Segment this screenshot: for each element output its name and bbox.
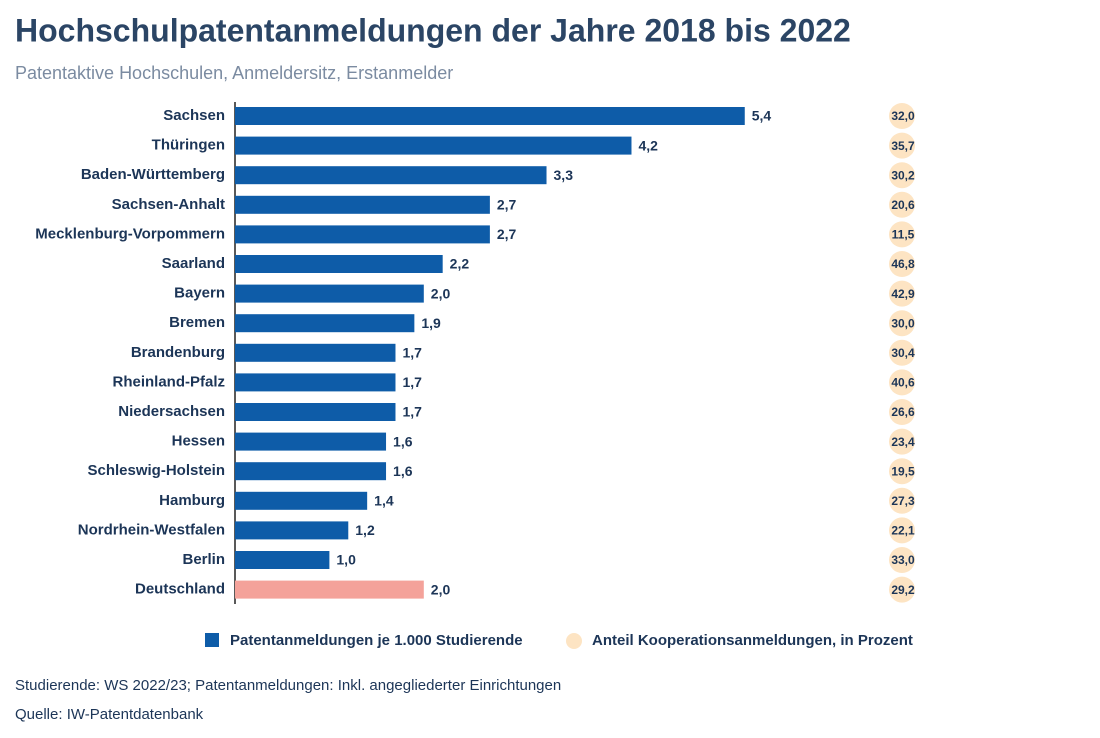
bar <box>235 225 490 244</box>
category-label: Deutschland <box>135 581 225 598</box>
bar <box>235 580 424 599</box>
bar <box>235 195 490 214</box>
share-label: 32,0 <box>891 109 915 123</box>
share-dot <box>889 428 915 455</box>
value-label: 1,2 <box>355 522 375 538</box>
share-label: 33,0 <box>891 553 915 567</box>
value-label: 1,9 <box>421 315 441 331</box>
value-label: 2,0 <box>431 581 451 597</box>
value-label: 1,7 <box>402 404 422 420</box>
share-dot <box>889 310 915 337</box>
bar <box>235 284 424 303</box>
share-label: 35,7 <box>891 139 915 153</box>
share-dot <box>889 280 915 307</box>
bar <box>235 107 745 125</box>
legend-swatch <box>205 633 219 647</box>
category-label: Sachsen-Anhalt <box>112 196 225 213</box>
value-label: 2,2 <box>450 256 470 272</box>
share-dot <box>889 191 915 218</box>
share-label: 20,6 <box>891 198 915 212</box>
bar <box>235 521 349 540</box>
bar <box>235 136 632 155</box>
share-dot <box>889 132 915 159</box>
value-label: 2,7 <box>497 226 517 242</box>
legend-label: Patentanmeldungen je 1.000 Studierende <box>230 632 523 649</box>
bar <box>235 551 330 569</box>
share-label: 30,2 <box>891 168 915 182</box>
share-label: 27,3 <box>891 494 915 508</box>
share-label: 30,4 <box>891 346 915 360</box>
share-dot <box>889 339 915 366</box>
bar <box>235 373 396 392</box>
category-label: Thüringen <box>152 137 225 154</box>
value-label: 3,3 <box>554 167 574 183</box>
value-label: 4,2 <box>638 137 658 153</box>
footnote: Studierende: WS 2022/23; Patentanmeldung… <box>15 677 561 694</box>
share-label: 29,2 <box>891 583 915 597</box>
share-dot <box>889 576 915 603</box>
bar <box>235 343 396 362</box>
share-dot <box>889 547 915 573</box>
bar <box>235 314 415 333</box>
share-dot <box>889 251 915 277</box>
category-label: Berlin <box>182 551 225 568</box>
share-dot <box>889 103 915 129</box>
bar <box>235 432 387 451</box>
share-label: 40,6 <box>891 376 915 390</box>
share-label: 46,8 <box>891 257 915 271</box>
legend-label: Anteil Kooperationsanmeldungen, in Proze… <box>592 632 913 649</box>
category-label: Rheinland-Pfalz <box>112 373 225 390</box>
bar <box>235 255 443 273</box>
category-label: Mecklenburg-Vorpommern <box>35 225 225 242</box>
category-label: Hessen <box>172 433 225 450</box>
share-label: 30,0 <box>891 316 915 330</box>
share-label: 19,5 <box>891 464 915 478</box>
value-label: 1,6 <box>393 433 413 449</box>
value-label: 1,4 <box>374 493 394 509</box>
bar <box>235 491 368 510</box>
share-label: 22,1 <box>891 524 915 538</box>
category-label: Saarland <box>162 255 225 272</box>
bar <box>235 166 547 185</box>
category-label: Bayern <box>174 285 225 302</box>
category-label: Nordrhein-Westfalen <box>78 521 225 538</box>
chart-subtitle: Patentaktive Hochschulen, Anmeldersitz, … <box>15 63 453 83</box>
share-dot <box>889 458 915 485</box>
share-dot <box>889 369 915 396</box>
value-label: 2,0 <box>431 285 451 301</box>
value-label: 1,6 <box>393 463 413 479</box>
chart-title: Hochschulpatentanmeldungen der Jahre 201… <box>15 12 851 48</box>
category-label: Niedersachsen <box>118 403 225 420</box>
source: Quelle: IW-Patentdatenbank <box>15 706 204 723</box>
category-label: Hamburg <box>159 492 225 509</box>
value-label: 5,4 <box>752 108 772 124</box>
share-dot <box>889 487 915 514</box>
category-label: Sachsen <box>163 107 225 124</box>
share-label: 26,6 <box>891 405 915 419</box>
value-label: 1,7 <box>402 374 422 390</box>
share-dot <box>889 399 915 425</box>
share-dot <box>889 517 915 544</box>
bar <box>235 462 387 481</box>
category-label: Brandenburg <box>131 344 225 361</box>
category-label: Schleswig-Holstein <box>87 462 225 479</box>
share-dot <box>889 221 915 248</box>
category-label: Bremen <box>169 314 225 331</box>
value-label: 1,7 <box>402 345 422 361</box>
share-label: 23,4 <box>891 435 915 449</box>
bar <box>235 403 396 421</box>
share-label: 42,9 <box>891 287 915 301</box>
value-label: 1,0 <box>336 552 356 568</box>
category-label: Baden-Württemberg <box>81 166 225 183</box>
legend-swatch <box>566 633 582 649</box>
value-label: 2,7 <box>497 197 517 213</box>
share-label: 11,5 <box>892 228 915 242</box>
share-dot <box>889 162 915 189</box>
